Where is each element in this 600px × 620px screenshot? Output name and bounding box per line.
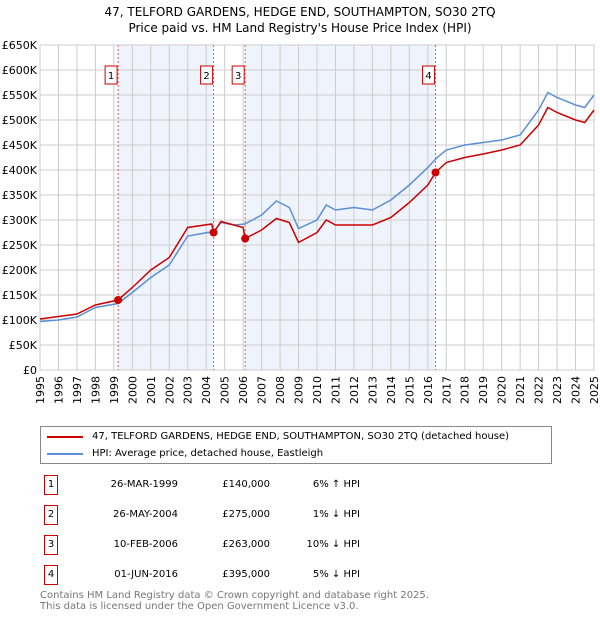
sale-label: 2 [203,71,209,82]
sale-label-box [422,65,436,85]
sale-label-box [104,65,118,85]
y-tick-label: £150K [2,289,38,302]
y-tick-label: £350K [2,189,38,202]
y-tick-label: £200K [2,264,38,277]
sale-label: 3 [235,71,241,82]
legend-item-property: 47, TELFORD GARDENS, HEDGE END, SOUTHAMP… [47,431,509,442]
sale-price: £263,000 [222,539,270,550]
property-price-line [39,106,595,320]
shaded-period [245,45,436,370]
x-tick-label: 2021 [514,376,527,404]
y-tick-label: £500K [2,114,38,127]
footer: Contains HM Land Registry data © Crown c… [40,590,429,612]
x-tick-label: 2011 [329,376,342,404]
y-tick-label: £400K [2,164,38,177]
y-tick-label: £100K [2,314,38,327]
sale-hpi-diff: 6% ↑ HPI [312,479,360,490]
x-tick-label: 2019 [477,376,490,404]
y-tick-label: £550K [2,89,38,102]
x-tick-label: 1996 [52,376,65,404]
sale-point [241,234,250,243]
sale-date: 26-MAY-2004 [112,509,178,520]
sale-number-badge: 4 [44,565,58,585]
sale-point [209,228,218,237]
x-tick-label: 2000 [126,376,139,404]
x-tick-label: 2024 [570,376,583,404]
x-tick-label: 2009 [293,376,306,404]
sale-label: 4 [425,71,431,82]
shaded-period [118,45,214,370]
x-tick-label: 2010 [311,376,324,404]
sale-number-badge: 2 [44,505,58,525]
x-tick-label: 2003 [182,376,195,404]
y-tick-label: £450K [2,139,38,152]
x-tick-label: 1995 [34,376,47,404]
chart-subtitle: Price paid vs. HM Land Registry's House … [128,21,472,35]
y-tick-label: £250K [2,239,38,252]
x-tick-label: 2016 [422,376,435,404]
sale-price: £395,000 [222,569,270,580]
x-tick-label: 2004 [200,376,213,404]
x-tick-label: 2008 [274,376,287,404]
legend-swatch-red [47,435,83,438]
x-tick-label: 2001 [145,376,158,404]
x-tick-label: 1998 [89,376,102,404]
x-tick-label: 2005 [219,376,232,404]
footer-line-1: Contains HM Land Registry data © Crown c… [40,590,429,601]
sale-hpi-diff: 5% ↓ HPI [312,569,360,580]
sale-price: £275,000 [222,509,270,520]
sale-number-badge: 3 [44,535,58,555]
x-tick-label: 2018 [459,376,472,404]
x-tick-label: 2020 [496,376,509,404]
y-tick-label: £650K [2,39,38,52]
legend-swatch-blue [47,452,83,455]
sale-point [431,168,440,177]
sale-hpi-diff: 10% ↓ HPI [306,539,360,550]
sale-label-box [200,65,214,85]
y-tick-label: £50K [9,339,38,352]
x-tick-label: 2002 [163,376,176,404]
y-tick-label: £600K [2,64,38,77]
sale-point [114,296,123,304]
x-tick-label: 2017 [440,376,453,404]
x-tick-label: 1997 [71,376,84,404]
footer-line-2: This data is licensed under the Open Gov… [40,601,359,612]
x-tick-label: 2022 [533,376,546,404]
sale-date: 26-MAR-1999 [110,479,178,490]
y-tick-label: £300K [2,214,38,227]
legend-item-hpi: HPI: Average price, detached house, East… [47,448,323,459]
plot-border [39,44,595,371]
x-tick-label: 2012 [348,376,361,404]
sale-date: 10-FEB-2006 [113,539,178,550]
x-tick-label: 2006 [237,376,250,404]
x-tick-label: 2013 [366,376,379,404]
legend-label: 47, TELFORD GARDENS, HEDGE END, SOUTHAMP… [92,431,510,442]
y-tick-label: £0 [23,364,37,377]
sale-label: 1 [108,71,114,82]
sale-price: £140,000 [222,479,270,490]
x-tick-label: 2014 [385,376,398,404]
sale-hpi-diff: 1% ↓ HPI [312,509,360,520]
x-tick-label: 2023 [551,376,564,404]
x-tick-label: 2007 [256,376,269,404]
legend: 47, TELFORD GARDENS, HEDGE END, SOUTHAMP… [40,426,552,464]
x-tick-label: 2025 [588,376,600,404]
legend-label: HPI: Average price, detached house, East… [92,448,324,459]
hpi-line [39,91,595,323]
x-tick-label: 1999 [108,376,121,404]
x-tick-label: 2015 [403,376,416,404]
sale-label-box [231,65,245,85]
sale-date: 01-JUN-2016 [114,569,178,580]
sale-number-badge: 1 [44,475,58,495]
plot-area: 1995 1996 1997 1998 1999 2000 2001 2002 2003 2004… [2,39,600,404]
chart-title: 47, TELFORD GARDENS, HEDGE END, SOUTHAMP… [104,5,496,19]
